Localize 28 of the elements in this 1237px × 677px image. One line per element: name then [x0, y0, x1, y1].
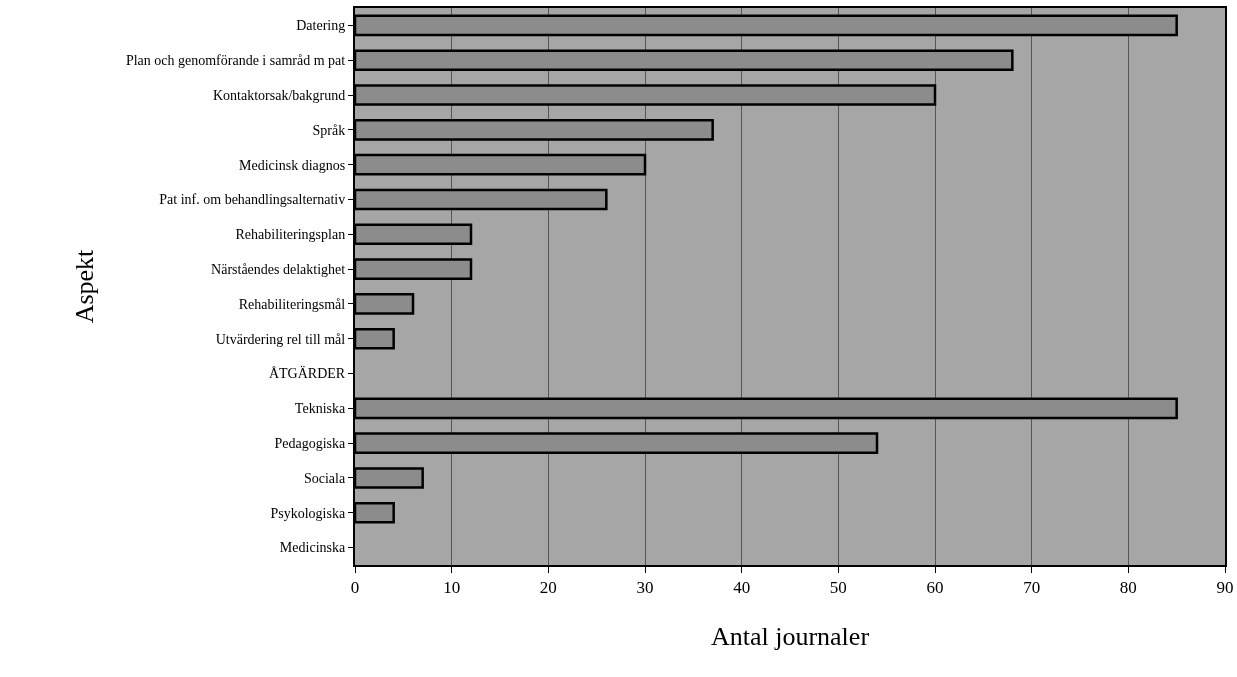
y-tick-label: Närståendes delaktighet [211, 261, 346, 277]
y-tick-label: Tekniska [294, 401, 346, 417]
y-tick-label: Utvärdering rel till mål [215, 331, 346, 347]
y-tick-label: Sociala [303, 470, 346, 486]
x-tick-label: 80 [1119, 578, 1137, 598]
y-tick-label: Rehabiliteringsplan [235, 227, 346, 243]
x-tick-label: 20 [539, 578, 557, 598]
y-tick-label: Pat inf. om behandlingsalternativ [159, 192, 346, 208]
y-tick-label: Plan och genomförande i samråd m pat [125, 53, 346, 69]
y-tick-label: Rehabiliteringsmål [238, 296, 346, 312]
y-tick-label: Psykologiska [270, 505, 346, 521]
y-tick-label: ÅTGÄRDER [268, 365, 346, 382]
x-tick-label: 40 [733, 578, 751, 598]
x-tick-label: 0 [350, 578, 360, 598]
x-tick-label: 50 [829, 578, 847, 598]
y-tick-label: Medicinsk diagnos [239, 157, 346, 173]
y-axis-title: Aspekt [69, 248, 99, 324]
y-tick-label: Språk [312, 122, 346, 138]
y-tick-label: Datering [296, 18, 346, 34]
x-tick-label: 70 [1023, 578, 1041, 598]
y-tick-label: Pedagogiska [274, 436, 346, 452]
x-axis-title: Antal journaler [710, 621, 870, 651]
x-tick-label: 10 [443, 578, 461, 598]
y-tick-label: Kontaktorsak/bakgrund [213, 87, 346, 103]
x-tick-label: 30 [636, 578, 654, 598]
y-tick-label: Medicinska [279, 540, 346, 556]
x-tick-label: 60 [926, 578, 944, 598]
x-tick-label: 90 [1216, 578, 1234, 598]
